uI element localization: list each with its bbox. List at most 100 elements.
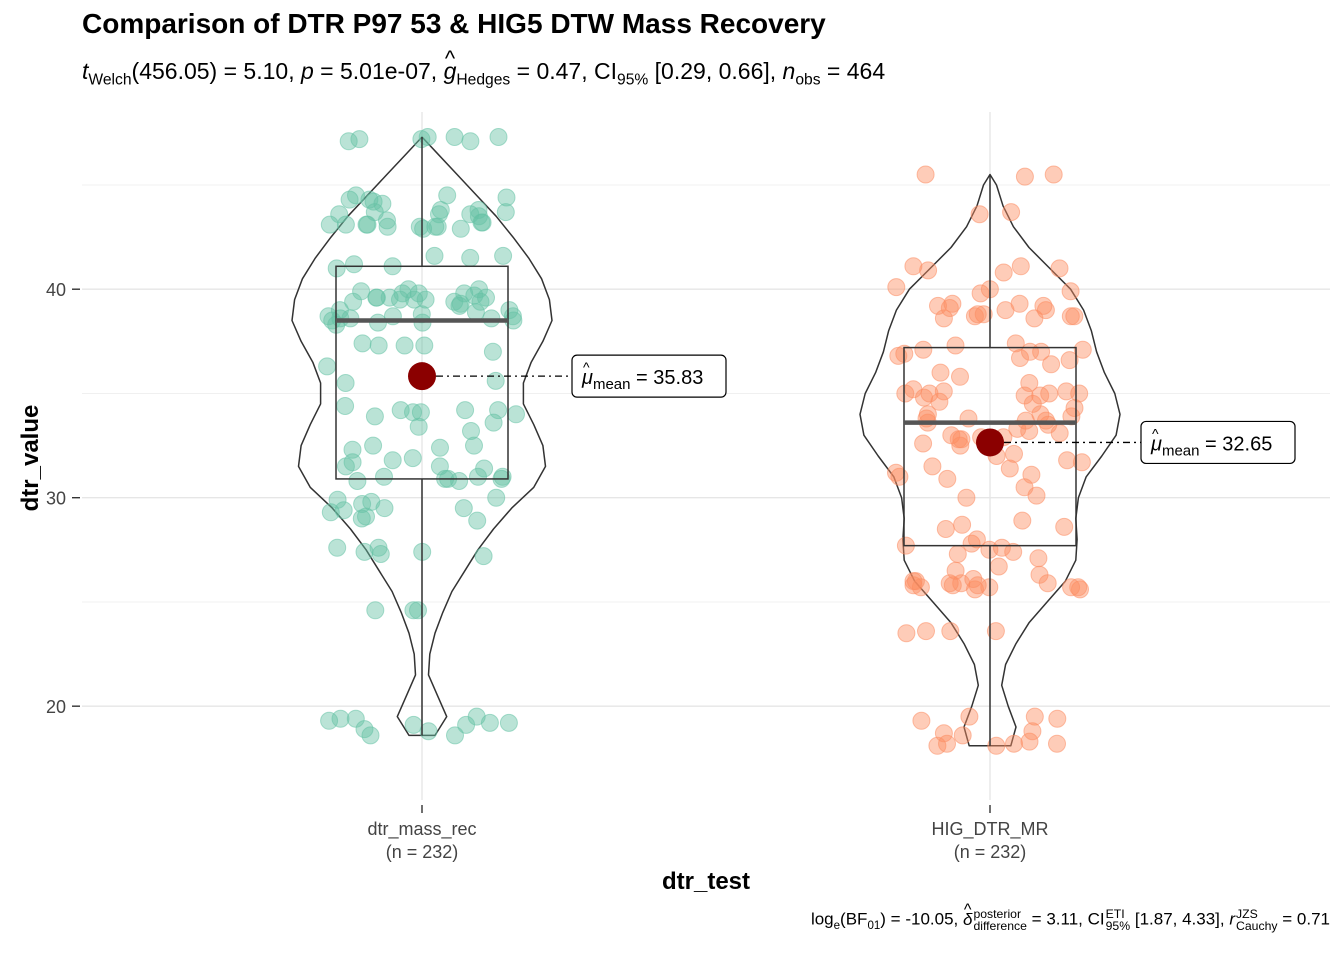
data-point — [355, 542, 374, 561]
data-point — [497, 188, 516, 207]
y-tick-label: 30 — [46, 489, 66, 509]
mean-hat: ^ — [583, 359, 590, 375]
data-point — [425, 246, 444, 265]
data-point — [383, 451, 402, 470]
violin-outline — [859, 173, 1121, 747]
data-point — [318, 357, 337, 376]
data-point — [953, 726, 972, 745]
data-point — [352, 282, 371, 301]
x-tick-count-label: (n = 232) — [386, 842, 459, 862]
data-point — [487, 488, 506, 507]
data-point — [1006, 334, 1025, 353]
data-point — [362, 492, 381, 511]
y-tick-label: 40 — [46, 280, 66, 300]
data-point — [367, 288, 386, 307]
r-subscript: Cauchy — [1236, 919, 1278, 934]
data-point — [942, 426, 961, 445]
data-point — [946, 561, 965, 580]
data-point — [987, 736, 1006, 755]
data-point — [897, 624, 916, 643]
chart-title: Comparison of DTR P97 53 & HIG5 DTW Mass… — [82, 8, 826, 39]
data-point — [469, 201, 488, 219]
data-point — [331, 709, 350, 728]
data-point — [451, 219, 470, 238]
data-point — [357, 215, 376, 234]
data-point — [375, 499, 394, 518]
data-point — [350, 130, 369, 149]
data-point — [493, 467, 512, 486]
data-point — [468, 511, 487, 530]
data-point — [507, 405, 525, 424]
data-point — [395, 336, 414, 355]
data-point — [409, 284, 428, 303]
group-layers: μmean = 35.83^μmean = 32.65^ — [291, 128, 1296, 755]
data-point — [992, 538, 1011, 557]
data-point — [970, 205, 989, 224]
mean-label: μmean = 35.83 — [581, 367, 703, 393]
bf-inner-subscript: 01 — [867, 919, 881, 932]
data-point — [1072, 453, 1091, 472]
stat-p-value: 5.01e-07 — [339, 58, 431, 84]
data-point — [445, 128, 464, 146]
data-point — [1030, 565, 1049, 584]
data-point — [914, 340, 933, 359]
bf-value: -10.05 — [905, 909, 954, 929]
data-point — [399, 280, 418, 299]
data-point — [346, 709, 365, 728]
data-point — [1062, 578, 1081, 597]
data-point — [1073, 340, 1092, 359]
data-point — [1048, 734, 1066, 753]
data-point — [1065, 307, 1084, 326]
data-point — [934, 382, 953, 401]
data-point — [1040, 384, 1059, 403]
ci-subscript: 95% — [1105, 919, 1131, 934]
stat-t-value: 5.10 — [243, 58, 289, 84]
data-point — [916, 165, 935, 184]
x-tick-label: dtr_mass_rec — [367, 819, 476, 840]
data-point — [461, 205, 480, 224]
data-point — [365, 407, 384, 426]
data-point — [328, 538, 347, 557]
data-point — [904, 380, 923, 399]
data-point — [364, 436, 383, 455]
data-point — [986, 622, 1005, 641]
mean-point — [408, 362, 436, 391]
data-point — [943, 294, 962, 313]
data-point — [470, 280, 488, 299]
data-point — [989, 557, 1008, 576]
data-point — [339, 132, 358, 151]
data-point — [375, 467, 393, 486]
data-point — [1005, 444, 1023, 463]
data-point — [456, 401, 475, 420]
bf-subscript: e — [833, 919, 841, 932]
mean-label: μmean = 32.65 — [1150, 433, 1272, 459]
data-point — [936, 520, 955, 538]
data-point — [912, 711, 931, 730]
data-point — [931, 363, 950, 382]
data-point — [1020, 374, 1039, 392]
box-iqr — [335, 265, 509, 480]
data-point — [347, 186, 365, 205]
ci-value: [1.87, 4.33] — [1134, 909, 1220, 929]
data-point — [461, 132, 480, 151]
box-iqr — [903, 346, 1077, 547]
data-point — [1031, 386, 1050, 405]
data-point — [431, 438, 449, 457]
data-point — [971, 284, 990, 303]
data-point — [483, 342, 502, 361]
data-point — [410, 217, 429, 236]
data-point — [1022, 465, 1041, 484]
data-point — [1048, 709, 1067, 728]
data-point — [1020, 732, 1039, 751]
data-point — [1065, 399, 1084, 417]
data-point — [906, 572, 925, 591]
data-point — [1011, 257, 1030, 276]
mean-label-box — [571, 354, 727, 398]
delta-value: 3.11 — [1046, 909, 1079, 929]
data-point — [451, 294, 470, 313]
data-point — [1058, 451, 1077, 470]
data-point — [968, 305, 987, 324]
data-point — [480, 713, 499, 732]
